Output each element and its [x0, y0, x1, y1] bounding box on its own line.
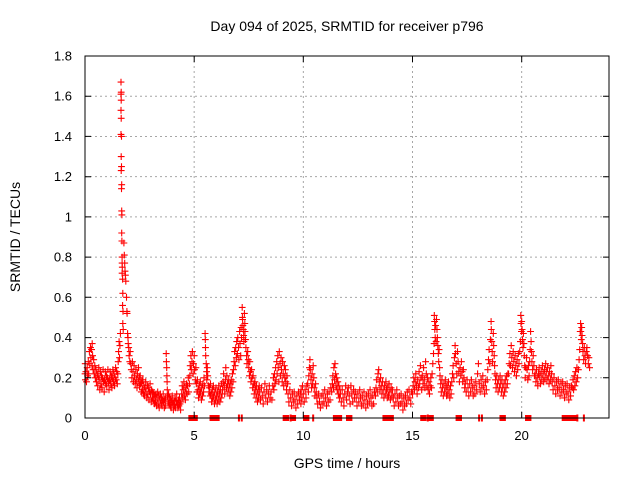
axis-tick-marks — [84, 55, 609, 419]
x-tick-label: 20 — [514, 428, 528, 443]
x-axis-label: GPS time / hours — [294, 455, 401, 471]
x-tick-label: 0 — [81, 428, 88, 443]
y-tick-label: 1.2 — [54, 169, 72, 184]
x-tick-label: 5 — [191, 428, 198, 443]
y-tick-label: 0.8 — [54, 250, 72, 265]
axis-tick-labels: 0 5 10 15 20 0 0.2 0.4 0.6 0.8 1 1.2 1.4 1.6 1.8 — [54, 49, 529, 444]
y-tick-label: 0.2 — [54, 370, 72, 385]
y-tick-label: 0.6 — [54, 290, 72, 305]
gridlines — [85, 56, 609, 418]
y-tick-label: 1 — [65, 209, 72, 224]
chart-title: Day 094 of 2025, SRMTID for receiver p79… — [210, 18, 483, 34]
y-tick-label: 1.6 — [54, 89, 72, 104]
tick-marks-path — [84, 55, 609, 419]
x-tick-label: 10 — [296, 428, 310, 443]
y-tick-label: 1.4 — [54, 129, 72, 144]
y-tick-label: 1.8 — [54, 49, 72, 64]
x-tick-label: 15 — [405, 428, 419, 443]
plot-border — [84, 55, 610, 419]
y-axis-label: SRMTID / TECUs — [7, 182, 23, 292]
y-tick-label: 0 — [65, 411, 72, 426]
y-tick-label: 0.4 — [54, 330, 72, 345]
